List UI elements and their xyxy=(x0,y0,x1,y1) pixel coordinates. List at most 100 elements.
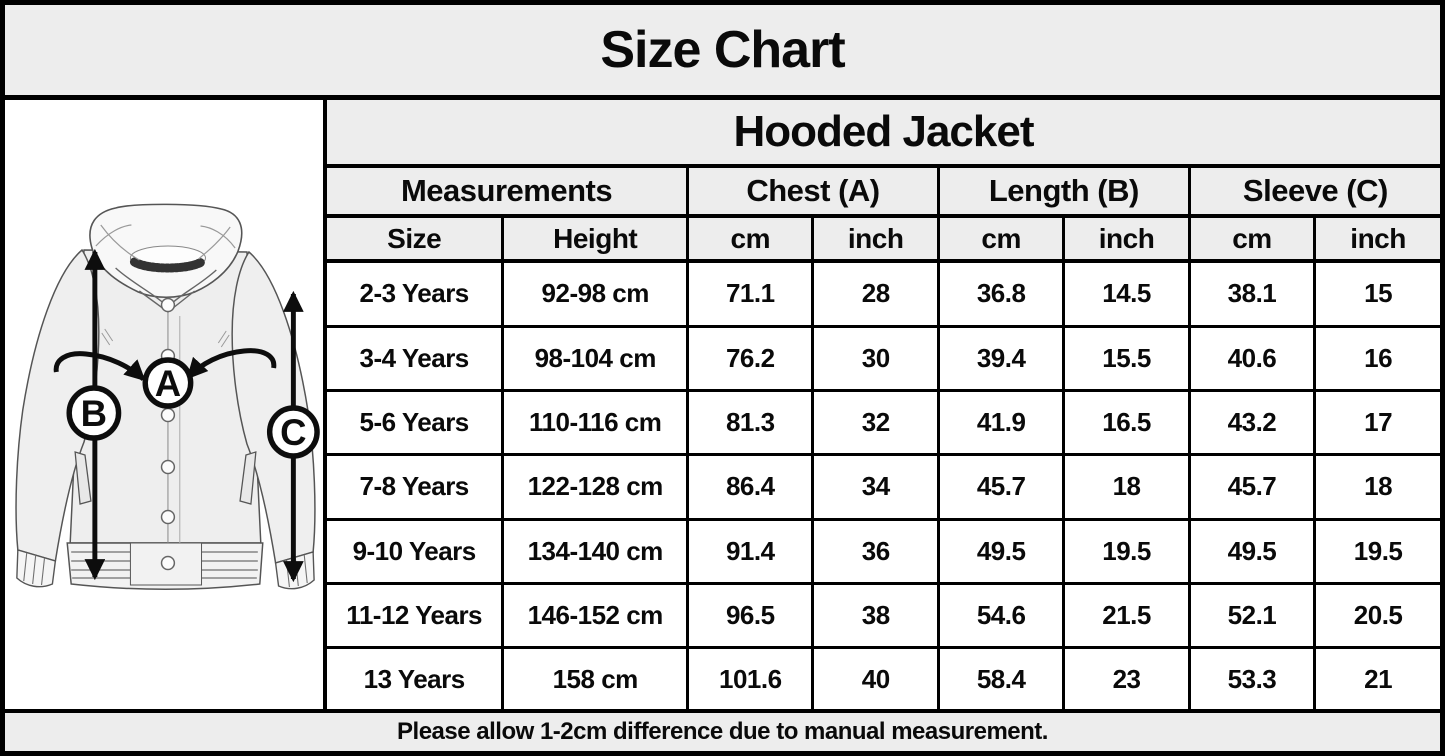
cell-length-cm: 36.8 xyxy=(936,259,1066,328)
cell-sleeve-inch: 20.5 xyxy=(1313,581,1440,650)
marker-label-B: B xyxy=(81,393,107,434)
cell-length-cm: 49.5 xyxy=(936,517,1066,585)
marker-label-A: A xyxy=(155,363,181,404)
column-header-sleeve-inch: inch xyxy=(1313,214,1440,263)
cell-length-inch: 14.5 xyxy=(1062,259,1191,328)
jacket-body-illustration xyxy=(15,203,316,590)
column-header-length-cm: cm xyxy=(936,214,1066,263)
column-header-height: Height xyxy=(501,214,690,263)
left-cuff-ribbing xyxy=(23,552,46,586)
cell-size: 7-8 Years xyxy=(327,453,505,521)
table-row: 3-4 Years 98-104 cm 76.2 30 39.4 15.5 40… xyxy=(327,324,1440,392)
cell-length-cm: 54.6 xyxy=(936,581,1066,650)
table-row: Hooded Jacket xyxy=(327,100,1440,168)
cell-size: 9-10 Years xyxy=(327,517,505,585)
cell-height: 122-128 cm xyxy=(501,453,690,521)
cell-sleeve-inch: 21 xyxy=(1313,646,1440,709)
table-row: 11-12 Years 146-152 cm 96.5 38 54.6 21.5… xyxy=(327,581,1440,650)
table-row: Measurements Chest (A) Length (B) Sleeve… xyxy=(327,164,1440,218)
table-row: 13 Years 158 cm 101.6 40 58.4 23 53.3 21 xyxy=(327,646,1440,709)
cell-size: 5-6 Years xyxy=(327,388,505,457)
cell-height: 110-116 cm xyxy=(501,388,690,457)
size-table-area: Hooded Jacket Measurements Chest (A) Len… xyxy=(327,100,1440,709)
cell-chest-cm: 101.6 xyxy=(686,646,815,709)
cell-length-inch: 21.5 xyxy=(1062,581,1191,650)
cell-sleeve-cm: 52.1 xyxy=(1187,581,1317,650)
column-header-length-inch: inch xyxy=(1062,214,1191,263)
cell-length-cm: 58.4 xyxy=(936,646,1066,709)
cell-chest-inch: 34 xyxy=(811,453,940,521)
cell-chest-inch: 28 xyxy=(811,259,940,328)
cell-length-inch: 15.5 xyxy=(1062,324,1191,392)
content-area: A B C Hooded Jacket xyxy=(5,100,1440,709)
cell-size: 3-4 Years xyxy=(327,324,505,392)
cell-sleeve-inch: 19.5 xyxy=(1313,517,1440,585)
hooded-jacket-diagram: A B C xyxy=(15,203,320,590)
cell-sleeve-inch: 15 xyxy=(1313,259,1440,328)
cell-sleeve-inch: 16 xyxy=(1313,324,1440,392)
cell-size: 11-12 Years xyxy=(327,581,505,650)
marker-circle-B xyxy=(66,385,122,441)
column-header-size: Size xyxy=(327,214,505,263)
cell-height: 134-140 cm xyxy=(501,517,690,585)
cell-sleeve-cm: 45.7 xyxy=(1187,453,1317,521)
marker-label-C: C xyxy=(280,412,306,453)
cell-chest-cm: 71.1 xyxy=(686,259,815,328)
table-row: Size Height cm inch cm inch cm inch xyxy=(327,214,1440,263)
cell-chest-cm: 86.4 xyxy=(686,453,815,521)
cell-sleeve-cm: 49.5 xyxy=(1187,517,1317,585)
column-group-chest: Chest (A) xyxy=(686,164,940,218)
right-pocket xyxy=(239,451,257,505)
table-row: 2-3 Years 92-98 cm 71.1 28 36.8 14.5 38.… xyxy=(327,259,1440,328)
cell-sleeve-cm: 40.6 xyxy=(1187,324,1317,392)
jacket-diagram-panel: A B C xyxy=(5,100,327,709)
cell-chest-inch: 40 xyxy=(811,646,940,709)
cell-sleeve-cm: 53.3 xyxy=(1187,646,1317,709)
product-title: Hooded Jacket xyxy=(327,100,1440,168)
page-title: Size Chart xyxy=(5,5,1440,100)
cell-sleeve-inch: 18 xyxy=(1313,453,1440,521)
marker-circle-C xyxy=(266,405,320,459)
measurement-note: Please allow 1-2cm difference due to man… xyxy=(5,709,1440,751)
cell-sleeve-cm: 43.2 xyxy=(1187,388,1317,457)
column-group-measurements: Measurements xyxy=(327,164,690,218)
buttons xyxy=(160,297,176,571)
hem-ribbing xyxy=(71,551,258,579)
cell-chest-cm: 96.5 xyxy=(686,581,815,650)
column-group-sleeve: Sleeve (C) xyxy=(1187,164,1440,218)
cell-chest-cm: 76.2 xyxy=(686,324,815,392)
cell-chest-inch: 38 xyxy=(811,581,940,650)
column-group-length: Length (B) xyxy=(936,164,1191,218)
cell-length-cm: 41.9 xyxy=(936,388,1066,457)
cell-length-inch: 23 xyxy=(1062,646,1191,709)
cell-chest-cm: 81.3 xyxy=(686,388,815,457)
cell-size: 13 Years xyxy=(327,646,505,709)
cell-height: 158 cm xyxy=(501,646,690,709)
cell-sleeve-inch: 17 xyxy=(1313,388,1440,457)
table-row: 5-6 Years 110-116 cm 81.3 32 41.9 16.5 4… xyxy=(327,388,1440,457)
cell-chest-inch: 36 xyxy=(811,517,940,585)
column-header-sleeve-cm: cm xyxy=(1187,214,1317,263)
cell-length-cm: 39.4 xyxy=(936,324,1066,392)
chest-arrow-right xyxy=(186,348,277,380)
column-header-chest-inch: inch xyxy=(811,214,940,263)
measurement-markers: A B C xyxy=(66,357,320,459)
cell-chest-inch: 30 xyxy=(811,324,940,392)
cell-chest-inch: 32 xyxy=(811,388,940,457)
cell-height: 92-98 cm xyxy=(501,259,690,328)
cell-length-cm: 45.7 xyxy=(936,453,1066,521)
cell-height: 146-152 cm xyxy=(501,581,690,650)
cell-length-inch: 16.5 xyxy=(1062,388,1191,457)
cell-chest-cm: 91.4 xyxy=(686,517,815,585)
cell-height: 98-104 cm xyxy=(501,324,690,392)
cell-size: 2-3 Years xyxy=(327,259,505,328)
cell-length-inch: 19.5 xyxy=(1062,517,1191,585)
hood-folds xyxy=(95,224,236,261)
cell-sleeve-cm: 38.1 xyxy=(1187,259,1317,328)
cell-length-inch: 18 xyxy=(1062,453,1191,521)
size-table: Hooded Jacket Measurements Chest (A) Len… xyxy=(327,100,1440,709)
hood-drawstring-band xyxy=(129,257,206,273)
chest-arrow-left xyxy=(53,351,146,382)
column-header-chest-cm: cm xyxy=(686,214,815,263)
